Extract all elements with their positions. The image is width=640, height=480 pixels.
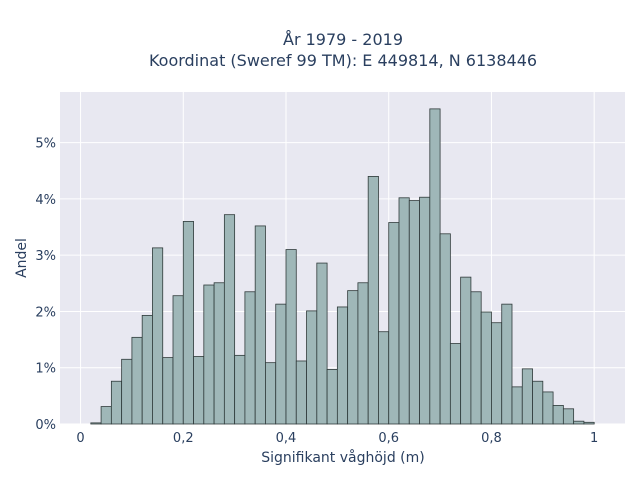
x-tick-label: 1 bbox=[590, 431, 598, 446]
histogram-bar bbox=[285, 249, 297, 425]
histogram-bar bbox=[552, 405, 564, 425]
histogram-bar bbox=[357, 282, 369, 425]
histogram-bar bbox=[470, 291, 482, 425]
histogram-bar bbox=[275, 303, 287, 425]
histogram-bar bbox=[347, 290, 359, 425]
histogram-bar bbox=[172, 295, 184, 425]
histogram-bar bbox=[152, 247, 164, 425]
histogram-bar bbox=[203, 284, 215, 425]
histogram-bar bbox=[234, 354, 246, 425]
histogram-bar bbox=[223, 214, 236, 425]
chart-title-line-1: År 1979 - 2019 bbox=[283, 30, 403, 49]
histogram-bar bbox=[491, 322, 503, 425]
x-axis-label: Signifikant våghöjd (m) bbox=[261, 449, 424, 466]
histogram-bar bbox=[121, 358, 133, 425]
y-tick-label: 5% bbox=[35, 137, 56, 152]
histogram-bar bbox=[182, 221, 194, 425]
histogram-bar bbox=[521, 368, 533, 425]
histogram-bar bbox=[501, 303, 513, 425]
histogram-bar bbox=[162, 357, 174, 425]
histogram-bar bbox=[480, 311, 492, 425]
y-axis-label: Andel bbox=[14, 238, 30, 278]
histogram-bar bbox=[141, 314, 153, 425]
histogram-bar bbox=[326, 369, 338, 425]
histogram-bar bbox=[193, 356, 205, 425]
x-axis-ticks: 0 0,2 0,4 0,6 0,8 1 bbox=[76, 431, 598, 446]
histogram-bar bbox=[110, 380, 123, 425]
histogram-bar bbox=[511, 386, 523, 425]
histogram-bar bbox=[398, 197, 410, 425]
histogram-bar bbox=[100, 406, 112, 425]
histogram-bar bbox=[378, 331, 390, 425]
y-tick-label: 3% bbox=[35, 249, 56, 264]
histogram-bar bbox=[295, 360, 307, 425]
histogram-bar bbox=[460, 276, 472, 425]
histogram-bar bbox=[532, 380, 544, 425]
histogram-bar bbox=[131, 336, 143, 425]
chart-title-line-2: Koordinat (Sweref 99 TM): E 449814, N 61… bbox=[149, 51, 537, 70]
x-tick-label: 0,8 bbox=[481, 431, 502, 446]
histogram-bar bbox=[316, 262, 328, 425]
histogram-bar bbox=[439, 233, 451, 425]
y-tick-label: 4% bbox=[35, 193, 56, 208]
y-tick-label: 2% bbox=[35, 305, 56, 320]
histogram-bar bbox=[306, 310, 318, 425]
x-tick-label: 0,2 bbox=[173, 431, 194, 446]
histogram-bar bbox=[408, 200, 420, 425]
histogram-bar bbox=[367, 176, 379, 425]
histogram-bar bbox=[542, 391, 554, 425]
histogram-bar bbox=[419, 196, 431, 425]
histogram-bar bbox=[449, 343, 462, 425]
histogram-bar bbox=[336, 306, 349, 425]
histogram-bar bbox=[213, 282, 225, 425]
x-tick-label: 0,6 bbox=[378, 431, 399, 446]
x-tick-label: 0 bbox=[76, 431, 84, 446]
histogram-bar bbox=[388, 222, 400, 425]
histogram-bar bbox=[573, 420, 585, 425]
y-tick-label: 0% bbox=[35, 418, 56, 433]
x-tick-label: 0,4 bbox=[276, 431, 297, 446]
y-axis-ticks: 0% 1% 2% 3% 4% 5% bbox=[35, 137, 56, 433]
histogram-bar bbox=[90, 422, 102, 425]
histogram-bar bbox=[583, 421, 595, 425]
histogram-bars bbox=[90, 108, 595, 425]
histogram-bar bbox=[254, 225, 266, 425]
histogram-bar bbox=[265, 362, 277, 425]
histogram-bar bbox=[244, 291, 256, 425]
histogram-bar bbox=[562, 408, 575, 425]
y-tick-label: 1% bbox=[35, 362, 56, 377]
histogram-bar bbox=[429, 108, 441, 425]
